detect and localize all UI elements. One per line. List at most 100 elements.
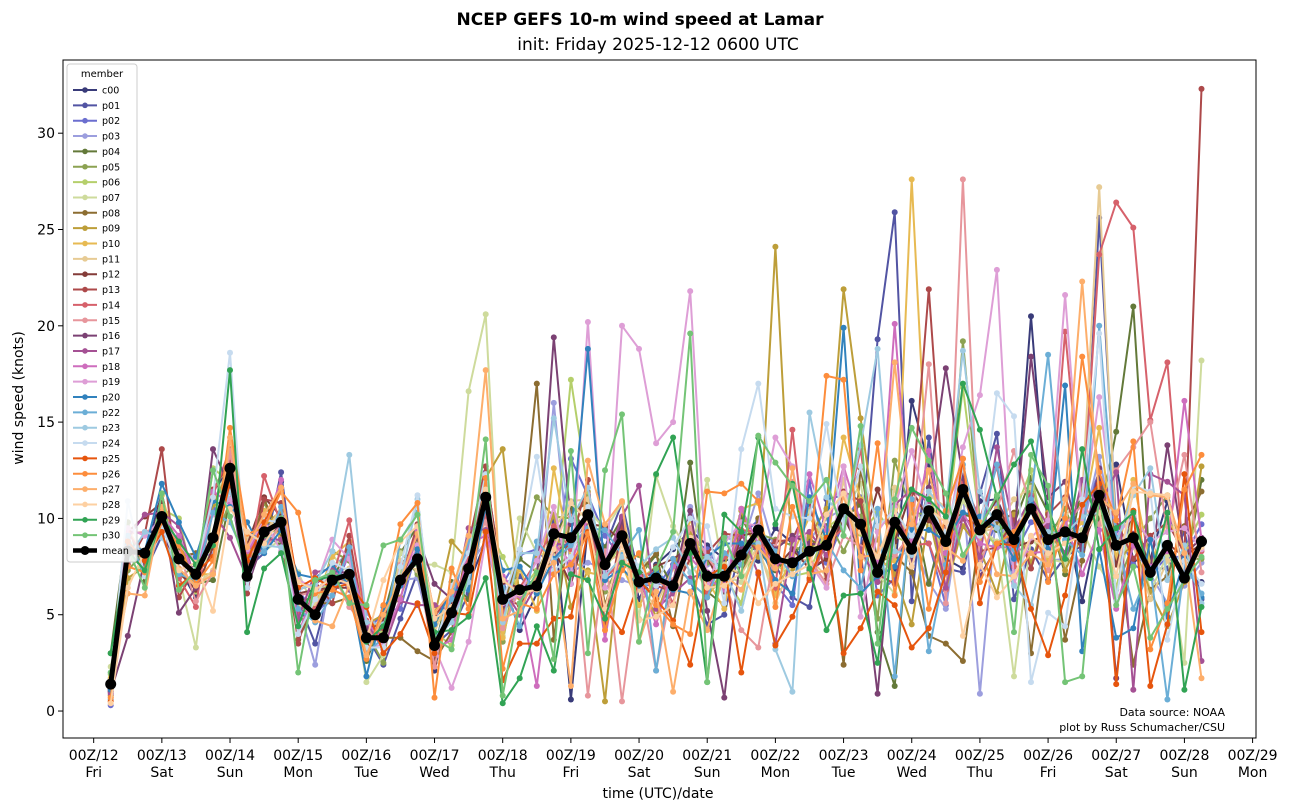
data-point [295, 623, 302, 630]
legend-swatch-marker [82, 424, 88, 431]
data-point [1011, 496, 1017, 503]
mean-point [105, 678, 117, 690]
data-point [533, 623, 540, 630]
data-point [1113, 602, 1120, 609]
data-point [1096, 184, 1103, 191]
data-point [925, 580, 932, 587]
data-point [738, 573, 745, 580]
mean-point [889, 516, 901, 528]
data-point [755, 544, 762, 551]
data-point [891, 209, 898, 216]
legend-swatch-marker [82, 102, 88, 109]
data-point [874, 579, 881, 585]
plot-frame [62, 59, 1257, 739]
data-point [738, 607, 745, 614]
data-point [908, 569, 915, 576]
data-point [448, 684, 455, 691]
legend-swatch-marker [82, 87, 88, 93]
legend-swatch-marker [82, 179, 88, 185]
data-point [482, 575, 489, 582]
data-point [619, 322, 625, 329]
data-point [874, 336, 881, 343]
data-point [840, 592, 847, 599]
data-point [840, 376, 847, 383]
data-point [789, 465, 796, 472]
x-tick-label-time: 00Z/13 [137, 748, 187, 764]
mean-point [667, 580, 679, 592]
data-point [210, 467, 216, 474]
data-point [772, 505, 779, 512]
data-point [414, 546, 421, 553]
data-point [891, 548, 898, 555]
data-point [1130, 509, 1137, 516]
data-point [1096, 546, 1103, 553]
data-point [891, 320, 898, 327]
data-point [840, 650, 847, 657]
data-point [1062, 496, 1069, 503]
data-point [670, 544, 677, 551]
data-point [891, 563, 898, 570]
data-point [687, 661, 694, 668]
data-point [1028, 605, 1034, 612]
legend-label: p06 [102, 178, 120, 189]
data-point [925, 434, 932, 441]
data-point [533, 550, 540, 557]
legend-item-p05: p05 [73, 162, 120, 173]
mean-point [650, 572, 662, 584]
mean-point [1042, 534, 1054, 546]
legend-swatch-marker [82, 163, 88, 170]
data-point [295, 509, 302, 516]
data-point [789, 688, 796, 695]
x-tick-label-time: 00Z/28 [1159, 748, 1209, 764]
data-point [789, 602, 796, 609]
legend-item-p01: p01 [73, 101, 120, 112]
data-point [976, 553, 983, 560]
data-point [806, 565, 813, 572]
data-point [1198, 629, 1205, 636]
data-point [840, 661, 847, 668]
data-point [976, 690, 983, 697]
x-tick-label-time: 00Z/18 [478, 748, 528, 764]
legend-item-p28: p28 [73, 500, 120, 511]
data-point [908, 486, 915, 493]
data-point [533, 453, 540, 460]
mean-point [735, 549, 747, 561]
data-point [1198, 580, 1205, 587]
data-point [1130, 224, 1137, 231]
data-point [210, 446, 216, 453]
data-point [942, 640, 949, 647]
legend-label: p25 [102, 454, 120, 465]
mean-point [326, 574, 338, 586]
mean-point [224, 462, 236, 474]
data-point [1113, 517, 1120, 524]
data-point [942, 365, 949, 372]
legend-swatch-marker [82, 148, 88, 155]
data-point [1130, 555, 1137, 562]
data-point [431, 694, 438, 701]
data-point [823, 511, 830, 518]
data-point [550, 334, 557, 341]
data-point [465, 388, 472, 395]
data-point [380, 659, 387, 666]
data-point [993, 266, 1000, 273]
data-point [891, 683, 898, 689]
mean-point [531, 580, 543, 592]
data-point [1147, 596, 1154, 603]
data-point [1079, 598, 1086, 605]
data-point [602, 627, 608, 634]
data-point [295, 605, 302, 612]
x-tick-label-time: 00Z/23 [819, 748, 869, 764]
data-point [295, 640, 302, 647]
data-point [602, 573, 608, 580]
data-point [1062, 567, 1069, 574]
data-point [567, 553, 574, 560]
data-point [993, 461, 1000, 468]
data-point [959, 176, 966, 183]
data-point [448, 646, 455, 653]
data-point [465, 613, 472, 620]
data-point [1079, 552, 1086, 558]
legend-item-p27: p27 [73, 485, 120, 496]
x-tick-label-day: Sun [217, 765, 244, 781]
data-point [857, 498, 864, 505]
y-tick-label: 20 [37, 319, 55, 335]
